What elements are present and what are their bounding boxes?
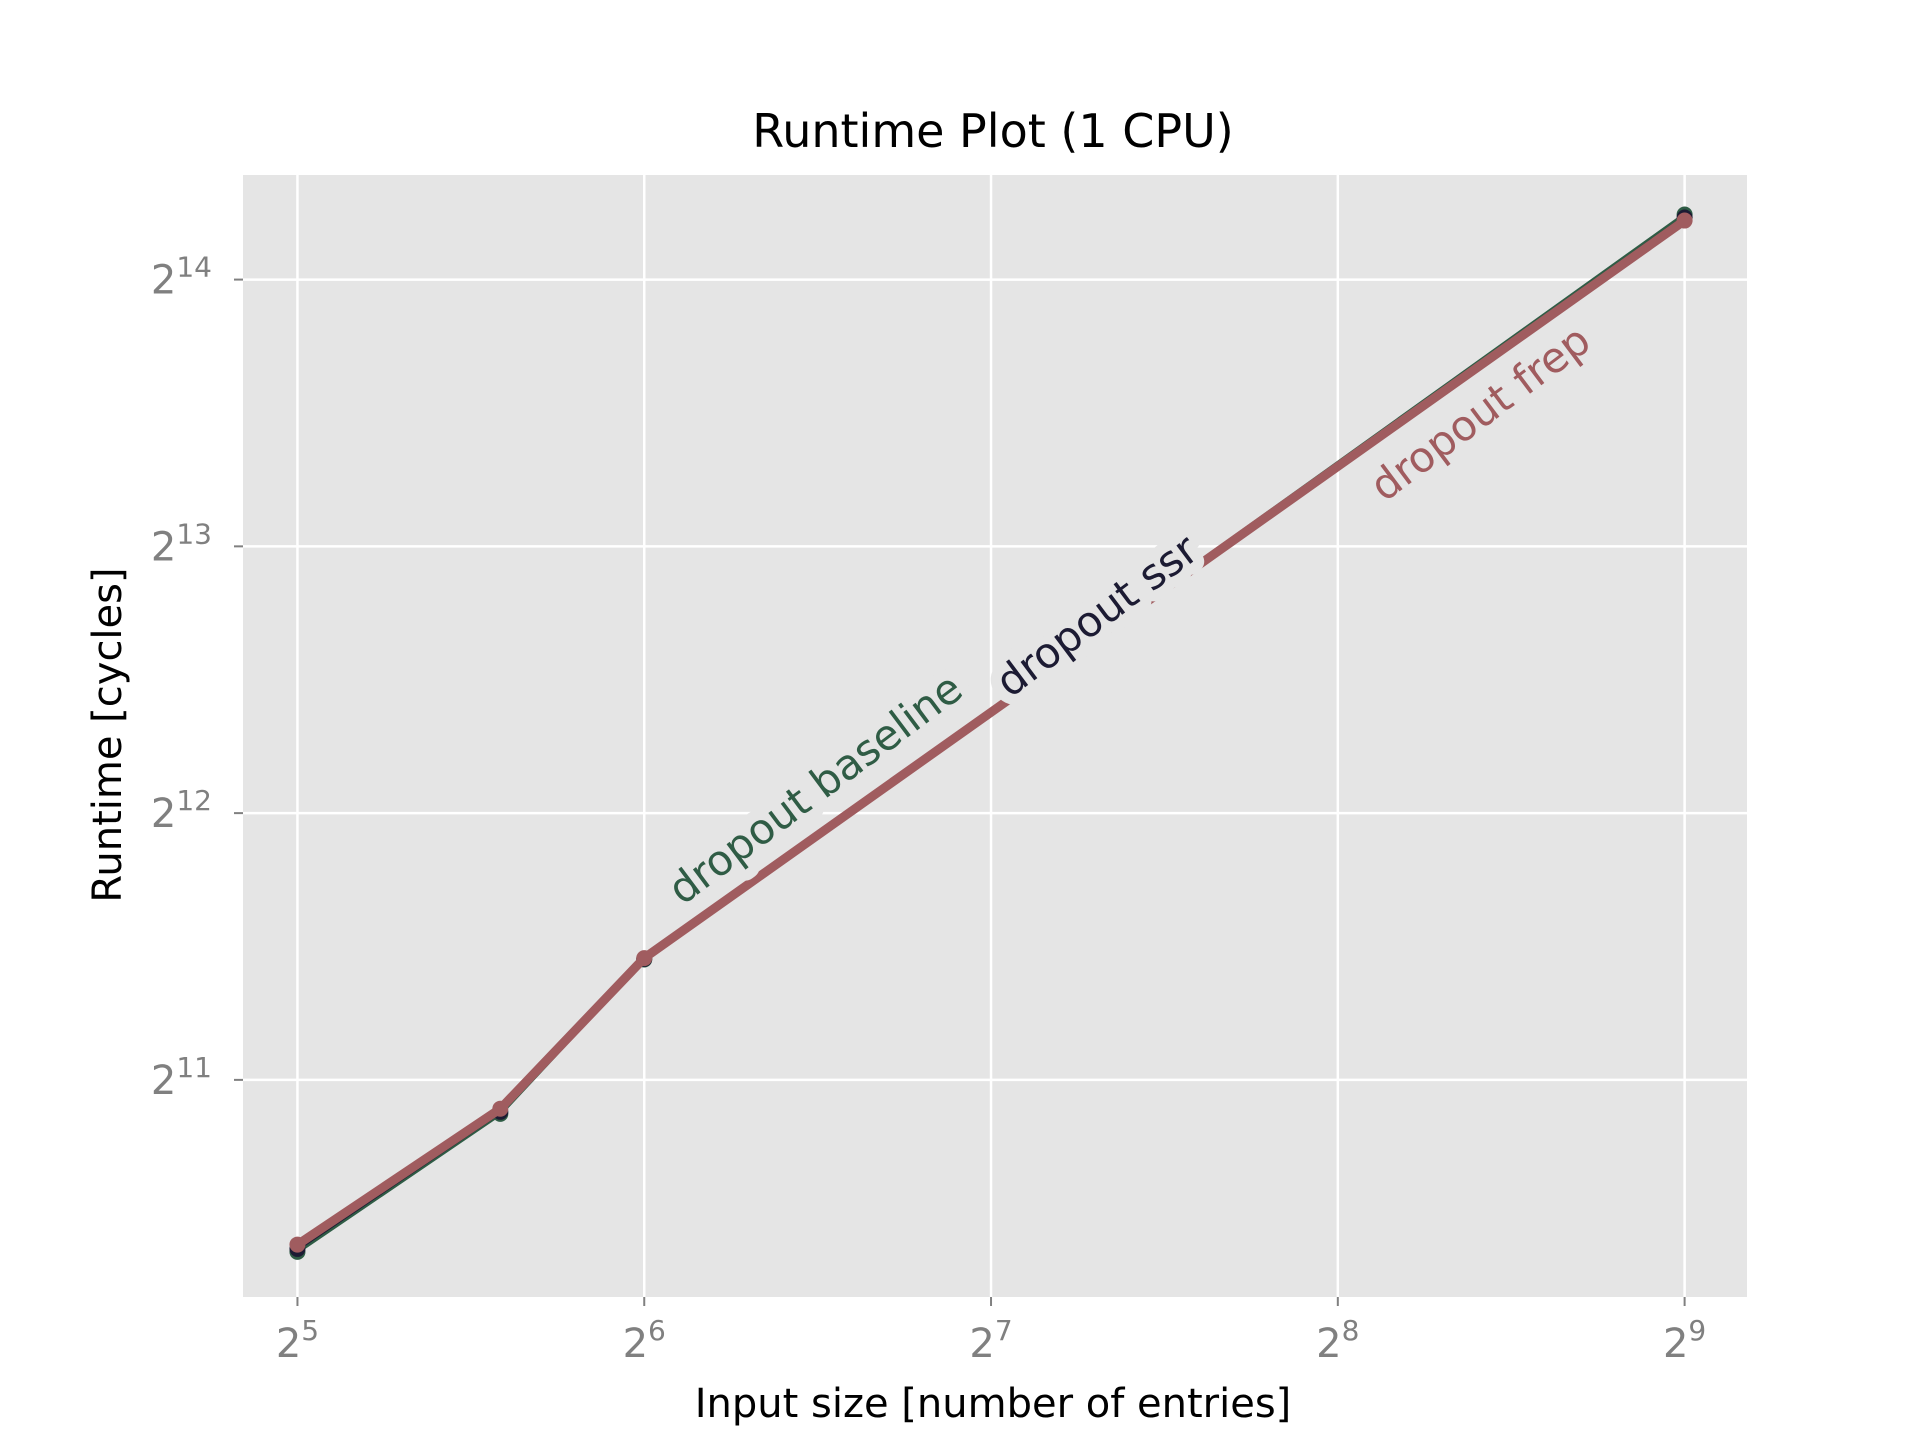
x-tick-label: 26 — [623, 1314, 666, 1367]
data-point — [1676, 212, 1693, 229]
axis-ticks: 25 26 27 28 29 211 212 213 214 — [151, 251, 1706, 1367]
series-line — [293, 216, 1690, 1250]
data-point — [289, 1236, 306, 1253]
y-tick-label: 211 — [151, 1051, 212, 1104]
series-lines — [289, 206, 1693, 1260]
x-tick-label: 29 — [1663, 1314, 1706, 1367]
y-tick-label: 213 — [151, 517, 212, 570]
x-tick-label: 28 — [1316, 1314, 1359, 1367]
y-tick-label: 212 — [151, 784, 212, 837]
y-axis-label: Runtime [cycles] — [85, 567, 131, 902]
data-point — [636, 950, 653, 967]
data-point — [492, 1100, 509, 1117]
gridlines — [243, 175, 1747, 1297]
x-tick-label: 27 — [969, 1314, 1012, 1367]
x-tick-label: 25 — [276, 1314, 319, 1367]
chart-title: Runtime Plot (1 CPU) — [752, 104, 1233, 158]
x-axis-label: Input size [number of entries] — [695, 1381, 1292, 1427]
y-tick-label: 214 — [151, 251, 212, 304]
